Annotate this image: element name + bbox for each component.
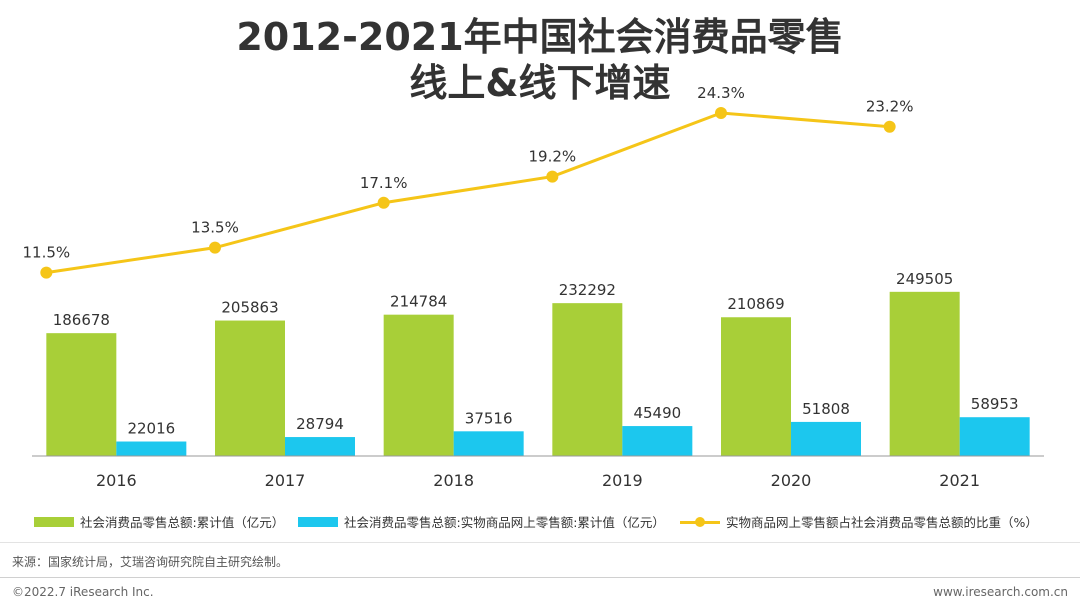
legend-swatch-yellow-line xyxy=(680,516,720,527)
chart-title: 2012-2021年中国社会消费品零售 线上&线下增速 xyxy=(0,14,1080,106)
data-label-total-retail-2021: 249505 xyxy=(896,270,953,288)
website-url: www.iresearch.com.cn xyxy=(933,585,1068,599)
data-label-online-share-2018: 17.1% xyxy=(360,174,408,192)
x-tick-label-2018: 2018 xyxy=(433,471,474,490)
data-label-online-share-2021: 23.2% xyxy=(866,98,914,116)
bar-total-retail-2018 xyxy=(383,314,454,456)
data-label-online-retail-2016: 22016 xyxy=(127,420,175,438)
data-label-online-retail-2019: 45490 xyxy=(633,404,681,422)
x-tick-label-2019: 2019 xyxy=(602,471,643,490)
data-label-online-share-2020: 24.3% xyxy=(697,84,745,102)
legend-label-total-retail: 社会消费品零售总额:累计值（亿元） xyxy=(80,515,285,530)
point-online-share-2019 xyxy=(546,170,559,183)
data-label-total-retail-2018: 214784 xyxy=(390,293,447,311)
data-label-online-share-2016: 11.5% xyxy=(23,244,71,262)
divider-footer xyxy=(0,577,1080,578)
data-label-online-share-2017: 13.5% xyxy=(191,219,239,237)
chart-title-line1: 2012-2021年中国社会消费品零售 xyxy=(236,15,844,59)
chart-title-line2: 线上&线下增速 xyxy=(409,61,671,105)
chart-plot: 186678 22016 2016 205863 28794 2017 214784 3751… xyxy=(23,84,1044,490)
bar-total-retail-2021 xyxy=(889,291,960,456)
point-online-share-2021 xyxy=(883,120,896,133)
x-tick-label-2021: 2021 xyxy=(939,471,980,490)
divider-top xyxy=(0,542,1080,543)
bar-online-retail-2021 xyxy=(959,417,1030,456)
point-online-share-2018 xyxy=(377,196,390,209)
data-label-online-retail-2021: 58953 xyxy=(971,395,1019,413)
bar-total-retail-2019 xyxy=(552,303,623,456)
legend-item-online-share: 实物商品网上零售额占社会消费品零售总额的比重（%） xyxy=(680,512,1038,531)
data-label-total-retail-2017: 205863 xyxy=(221,299,278,317)
point-online-share-2017 xyxy=(209,241,221,254)
data-label-total-retail-2020: 210869 xyxy=(727,295,784,313)
legend-label-online-share: 实物商品网上零售额占社会消费品零售总额的比重（%） xyxy=(726,515,1038,530)
point-online-share-2016 xyxy=(40,266,53,279)
point-online-share-2020 xyxy=(715,106,727,119)
x-tick-label-2017: 2017 xyxy=(265,471,306,490)
bar-online-retail-2017 xyxy=(285,437,355,456)
data-label-online-retail-2018: 37516 xyxy=(465,409,513,427)
legend-swatch-green xyxy=(34,516,74,527)
legend-label-online-retail: 社会消费品零售总额:实物商品网上零售额:累计值（亿元） xyxy=(344,515,665,530)
legend-swatch-blue xyxy=(298,516,338,527)
source-note: 来源：国家统计局，艾瑞咨询研究院自主研究绘制。 xyxy=(12,555,289,569)
line-online-share xyxy=(46,111,890,275)
x-tick-label-2020: 2020 xyxy=(771,471,812,490)
legend-item-online-retail: 社会消费品零售总额:实物商品网上零售额:累计值（亿元） xyxy=(298,512,665,531)
data-label-online-retail-2020: 51808 xyxy=(802,400,850,418)
data-label-total-retail-2016: 186678 xyxy=(53,311,110,329)
bar-online-retail-2020 xyxy=(791,421,861,456)
bar-total-retail-2020 xyxy=(721,317,791,456)
bar-online-retail-2019 xyxy=(622,426,693,456)
legend: 社会消费品零售总额:累计值（亿元） 社会消费品零售总额:实物商品网上零售额:累计… xyxy=(30,512,1070,532)
data-label-online-share-2019: 19.2% xyxy=(529,148,577,166)
bar-total-retail-2017 xyxy=(215,320,285,456)
bar-online-retail-2018 xyxy=(453,431,524,456)
x-tick-label-2016: 2016 xyxy=(96,471,137,490)
data-label-online-retail-2017: 28794 xyxy=(296,415,344,433)
data-label-total-retail-2019: 232292 xyxy=(559,281,616,299)
legend-item-total-retail: 社会消费品零售总额:累计值（亿元） xyxy=(34,512,284,531)
bar-online-retail-2016 xyxy=(116,441,187,456)
bar-total-retail-2016 xyxy=(46,333,117,456)
copyright: ©2022.7 iResearch Inc. xyxy=(12,585,154,599)
